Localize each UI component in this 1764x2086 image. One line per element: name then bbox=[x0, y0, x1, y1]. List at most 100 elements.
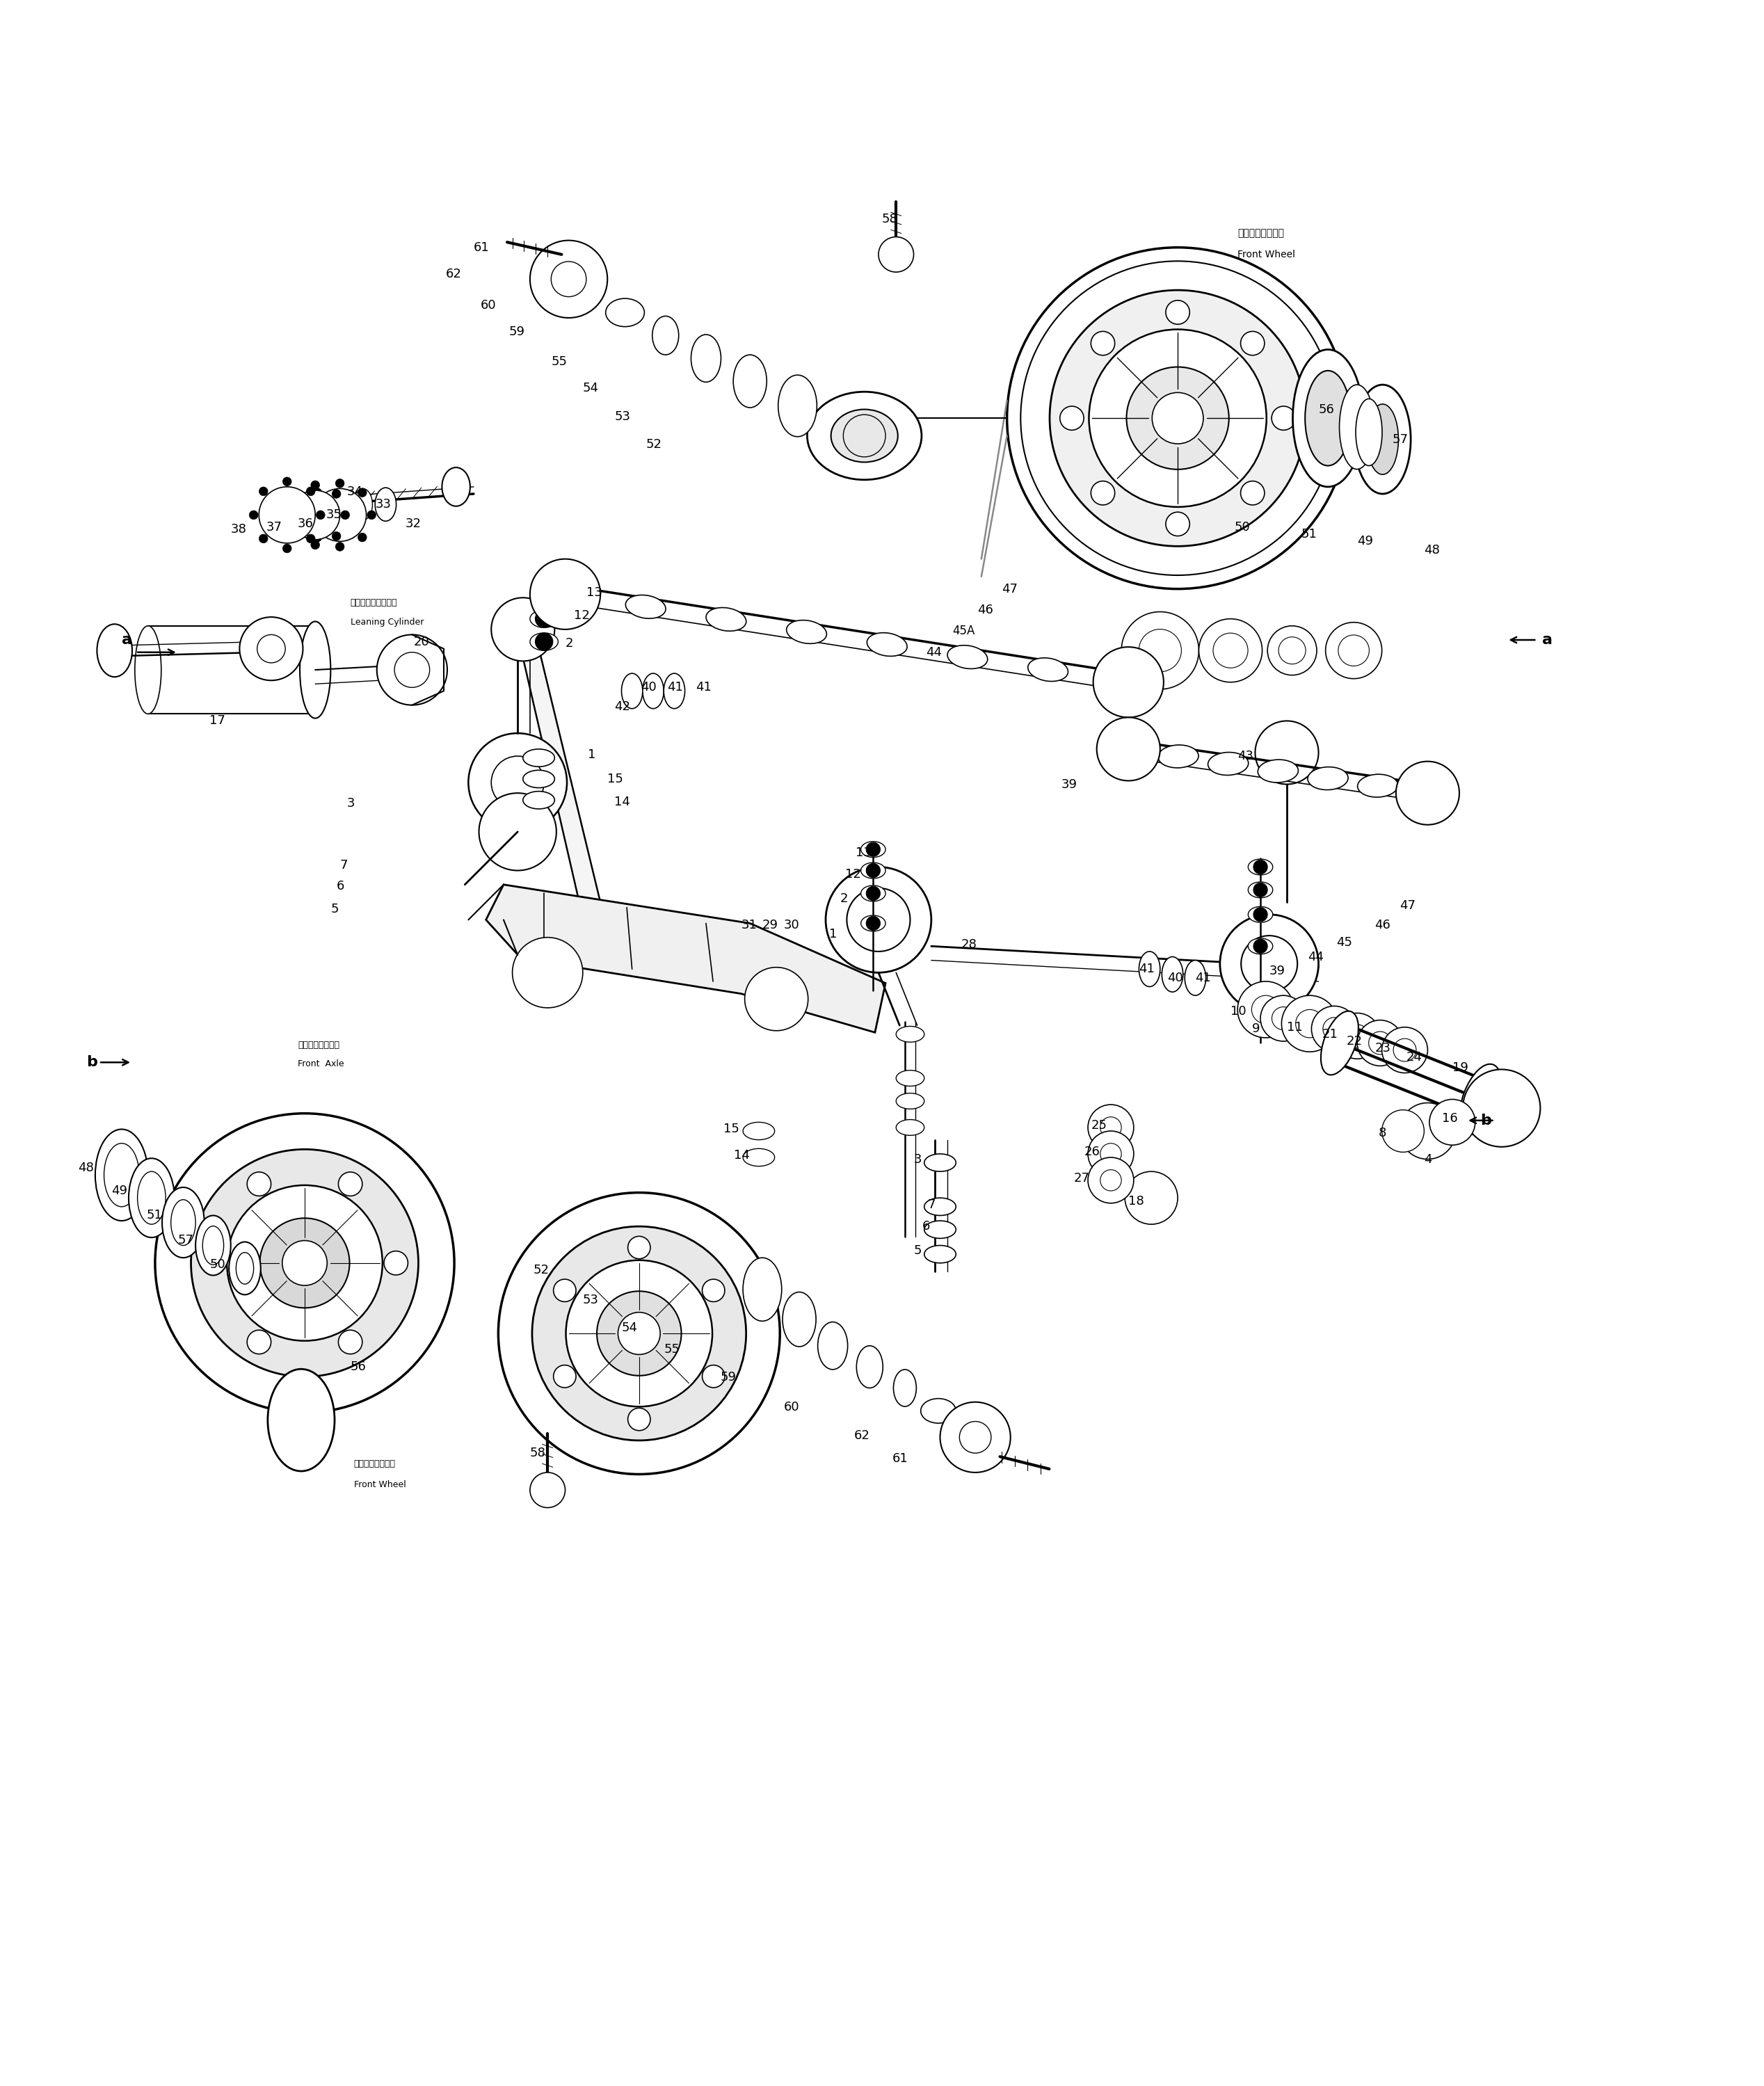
Text: 8: 8 bbox=[1378, 1126, 1387, 1139]
Circle shape bbox=[534, 586, 552, 605]
Circle shape bbox=[1240, 482, 1265, 505]
Circle shape bbox=[1088, 330, 1267, 507]
Text: 41: 41 bbox=[695, 682, 711, 695]
Circle shape bbox=[744, 968, 808, 1030]
Circle shape bbox=[1094, 647, 1164, 718]
Text: 40: 40 bbox=[640, 682, 656, 695]
Text: 2: 2 bbox=[564, 636, 573, 649]
Ellipse shape bbox=[1459, 1064, 1501, 1135]
Circle shape bbox=[307, 486, 316, 496]
Circle shape bbox=[534, 632, 552, 651]
Text: 14: 14 bbox=[734, 1149, 750, 1162]
Ellipse shape bbox=[522, 770, 554, 789]
Text: リーニングシリンダ: リーニングシリンダ bbox=[351, 599, 397, 607]
Text: 43: 43 bbox=[1238, 749, 1254, 761]
Text: a: a bbox=[122, 632, 132, 647]
Circle shape bbox=[316, 511, 325, 519]
Text: 52: 52 bbox=[646, 438, 662, 451]
Circle shape bbox=[291, 490, 340, 540]
Ellipse shape bbox=[97, 624, 132, 676]
Ellipse shape bbox=[896, 1026, 924, 1043]
Text: 33: 33 bbox=[376, 499, 392, 511]
Text: 32: 32 bbox=[406, 517, 422, 530]
Text: 31: 31 bbox=[741, 918, 757, 930]
Circle shape bbox=[240, 617, 303, 680]
Circle shape bbox=[702, 1364, 725, 1387]
Circle shape bbox=[1462, 1070, 1540, 1147]
Text: 62: 62 bbox=[446, 267, 462, 280]
Circle shape bbox=[878, 238, 914, 271]
Ellipse shape bbox=[1307, 768, 1348, 791]
Circle shape bbox=[1254, 882, 1268, 897]
Ellipse shape bbox=[831, 409, 898, 463]
Text: 56: 56 bbox=[1318, 403, 1334, 415]
Ellipse shape bbox=[947, 645, 988, 670]
Text: 30: 30 bbox=[783, 918, 799, 930]
Ellipse shape bbox=[1293, 350, 1364, 486]
Ellipse shape bbox=[626, 595, 665, 617]
Circle shape bbox=[247, 1172, 272, 1195]
Circle shape bbox=[228, 1185, 383, 1341]
Ellipse shape bbox=[522, 791, 554, 809]
Text: 56: 56 bbox=[351, 1360, 367, 1373]
Ellipse shape bbox=[1108, 670, 1148, 695]
Circle shape bbox=[282, 478, 291, 486]
Circle shape bbox=[702, 1279, 725, 1302]
Circle shape bbox=[529, 240, 607, 317]
Text: 25: 25 bbox=[1092, 1120, 1108, 1133]
Circle shape bbox=[1090, 332, 1115, 355]
Text: フロントホイール: フロントホイール bbox=[355, 1458, 395, 1469]
Ellipse shape bbox=[545, 582, 586, 605]
Ellipse shape bbox=[1140, 951, 1161, 987]
Circle shape bbox=[960, 1421, 991, 1454]
Ellipse shape bbox=[1258, 759, 1298, 782]
Text: 15: 15 bbox=[723, 1122, 739, 1135]
Ellipse shape bbox=[896, 1120, 924, 1135]
Circle shape bbox=[1254, 859, 1268, 874]
Text: 54: 54 bbox=[621, 1323, 637, 1335]
Text: 46: 46 bbox=[977, 603, 993, 615]
Ellipse shape bbox=[376, 488, 397, 522]
Circle shape bbox=[1221, 914, 1318, 1014]
Text: a: a bbox=[1542, 632, 1552, 647]
Ellipse shape bbox=[1162, 957, 1184, 993]
Circle shape bbox=[1381, 1026, 1427, 1072]
Text: 6: 6 bbox=[923, 1220, 930, 1233]
Circle shape bbox=[358, 534, 367, 542]
Ellipse shape bbox=[529, 586, 557, 605]
Text: 15: 15 bbox=[607, 772, 623, 784]
Ellipse shape bbox=[1321, 1012, 1358, 1074]
Ellipse shape bbox=[1028, 657, 1067, 682]
Text: 61: 61 bbox=[893, 1452, 908, 1464]
Circle shape bbox=[249, 511, 258, 519]
Text: 40: 40 bbox=[1168, 972, 1184, 985]
Ellipse shape bbox=[924, 1220, 956, 1239]
Text: 10: 10 bbox=[1231, 1005, 1245, 1018]
Ellipse shape bbox=[529, 632, 557, 651]
Text: 7: 7 bbox=[928, 1199, 935, 1212]
Text: b: b bbox=[1480, 1114, 1492, 1126]
Ellipse shape bbox=[663, 674, 684, 709]
Text: 12: 12 bbox=[845, 868, 861, 880]
Circle shape bbox=[314, 488, 367, 542]
Ellipse shape bbox=[605, 298, 644, 328]
Text: 60: 60 bbox=[480, 298, 496, 311]
Text: Front Wheel: Front Wheel bbox=[1238, 250, 1295, 259]
Ellipse shape bbox=[621, 674, 642, 709]
Text: 36: 36 bbox=[298, 517, 314, 530]
Ellipse shape bbox=[1357, 398, 1383, 465]
Circle shape bbox=[155, 1114, 455, 1412]
Ellipse shape bbox=[1358, 774, 1399, 797]
Ellipse shape bbox=[818, 1323, 848, 1371]
Ellipse shape bbox=[691, 334, 721, 382]
Ellipse shape bbox=[134, 626, 161, 713]
Ellipse shape bbox=[1249, 907, 1274, 922]
Ellipse shape bbox=[743, 1258, 781, 1320]
Text: 29: 29 bbox=[762, 918, 778, 930]
Text: 34: 34 bbox=[348, 486, 363, 499]
Circle shape bbox=[332, 532, 340, 540]
Ellipse shape bbox=[734, 355, 767, 407]
Text: 62: 62 bbox=[854, 1429, 870, 1441]
Circle shape bbox=[596, 1291, 681, 1375]
Ellipse shape bbox=[1185, 960, 1207, 995]
